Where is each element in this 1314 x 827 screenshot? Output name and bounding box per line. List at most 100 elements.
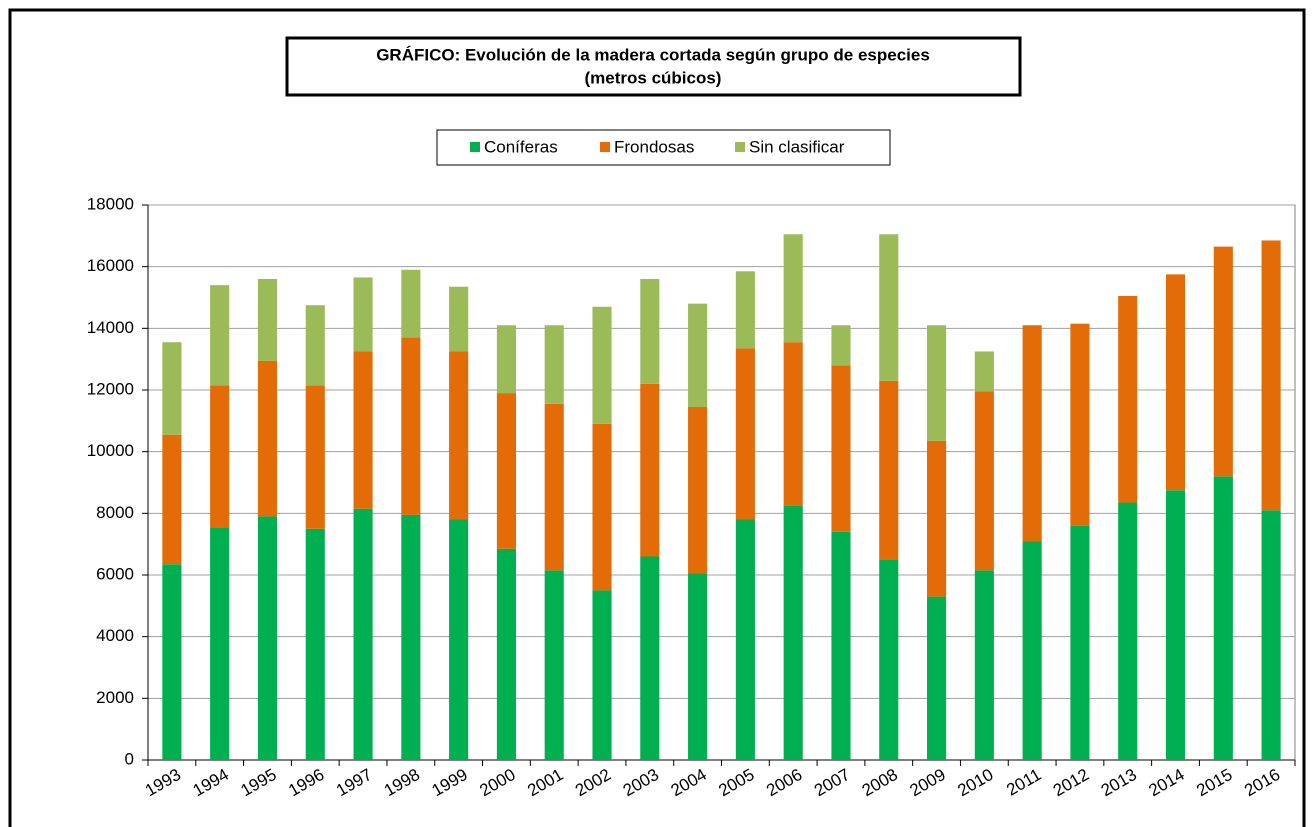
legend-swatch (600, 142, 610, 152)
bar-segment (305, 305, 325, 386)
frame (8, 8, 1306, 827)
bar-segment (1022, 325, 1042, 542)
bar-segment (688, 573, 708, 760)
x-tick-label: 1996 (285, 765, 327, 800)
bar-segment (210, 385, 230, 528)
bar-segment (162, 434, 182, 565)
bar-segment (1261, 510, 1281, 760)
bar-segment (1070, 525, 1090, 760)
bar-segment (1261, 240, 1281, 511)
bar-segment (927, 325, 947, 441)
legend-label: Coníferas (484, 137, 558, 156)
x-tick-label: 2003 (620, 765, 662, 800)
bar-segment (831, 531, 851, 760)
x-tick-label: 1998 (381, 765, 423, 800)
bar-segment (640, 279, 660, 384)
title-box (285, 36, 1022, 97)
x-tick-label: 1993 (142, 765, 184, 800)
bar-segment (496, 548, 516, 760)
bar-segment (496, 393, 516, 549)
y-tick-label: 12000 (87, 379, 134, 398)
bar-segment (640, 383, 660, 557)
y-tick-label: 16000 (87, 256, 134, 275)
bar-segment (449, 286, 469, 352)
plot-area (147, 204, 1296, 761)
bar-segment (783, 342, 803, 506)
bar-segment (210, 285, 230, 386)
bar-segment (1213, 476, 1233, 760)
x-tick-label: 2014 (1146, 765, 1188, 800)
x-tick-label: 2006 (763, 765, 805, 800)
x-tick-label: 2002 (572, 765, 614, 800)
bar-segment (544, 570, 564, 760)
x-tick-label: 2001 (524, 765, 566, 800)
bar-segment (879, 559, 899, 760)
legend-label: Frondosas (614, 137, 694, 156)
bar-segment (831, 325, 851, 366)
x-tick-label: 2009 (907, 765, 949, 800)
x-tick-label: 1999 (429, 765, 471, 800)
bar-segment (401, 269, 421, 338)
legend-label: Sin clasificar (749, 137, 845, 156)
x-tick-label: 1997 (333, 765, 375, 800)
y-tick-label: 14000 (87, 318, 134, 337)
x-tick-label: 2010 (954, 765, 996, 800)
legend-box (436, 129, 891, 166)
y-tick-label: 18000 (87, 194, 134, 213)
bar-segment (974, 570, 994, 760)
x-tick-label: 2012 (1050, 765, 1092, 800)
legend-swatch (735, 142, 745, 152)
bar-segment (879, 234, 899, 381)
bar-segment (592, 306, 612, 424)
bar-segment (162, 564, 182, 760)
bar-segment (449, 351, 469, 520)
bar-segment (592, 423, 612, 591)
y-tick-label: 2000 (96, 688, 134, 707)
bar-segment (1070, 323, 1090, 526)
bar-segment (974, 391, 994, 571)
bar-segment (353, 277, 373, 352)
x-tick-label: 1994 (190, 765, 232, 800)
bar-segment (783, 505, 803, 760)
bar-segment (735, 348, 755, 520)
x-tick-label: 2005 (715, 765, 757, 800)
bar-segment (927, 440, 947, 597)
y-tick-label: 6000 (96, 564, 134, 583)
bar-segment (162, 342, 182, 435)
bar-segment (1022, 541, 1042, 760)
bar-segment (879, 380, 899, 560)
bar-segment (544, 325, 564, 404)
x-tick-label: 2011 (1003, 765, 1044, 800)
bar-segment (257, 360, 278, 517)
bar-segment (305, 385, 325, 529)
bar-segment (688, 406, 708, 574)
x-tick-label: 2016 (1241, 765, 1283, 800)
bar-segment (210, 527, 230, 760)
y-tick-label: 8000 (96, 503, 134, 522)
bar-segment (735, 519, 755, 760)
bar-segment (1213, 246, 1233, 477)
bar-segment (735, 271, 755, 349)
x-tick-label: 2008 (859, 765, 901, 800)
bar-segment (257, 279, 278, 361)
y-tick-label: 10000 (87, 441, 134, 460)
chart-subtitle: (metros cúbicos) (585, 68, 722, 87)
x-tick-label: 2015 (1193, 765, 1235, 800)
bar-segment (1118, 502, 1138, 760)
bar-segment (353, 351, 373, 509)
x-tick-label: 1995 (237, 765, 279, 800)
bar-segment (449, 519, 469, 760)
x-tick-label: 2013 (1098, 765, 1140, 800)
bar-segment (783, 234, 803, 343)
legend-swatch (470, 142, 480, 152)
bar-segment (353, 508, 373, 760)
bar-segment (544, 403, 564, 571)
bar-segment (831, 365, 851, 532)
x-tick-label: 2004 (668, 765, 710, 800)
bar-segment (592, 590, 612, 760)
y-tick-label: 4000 (96, 626, 134, 645)
bar-segment (640, 556, 660, 760)
bar-segment (1118, 295, 1138, 503)
bar-segment (496, 325, 516, 394)
